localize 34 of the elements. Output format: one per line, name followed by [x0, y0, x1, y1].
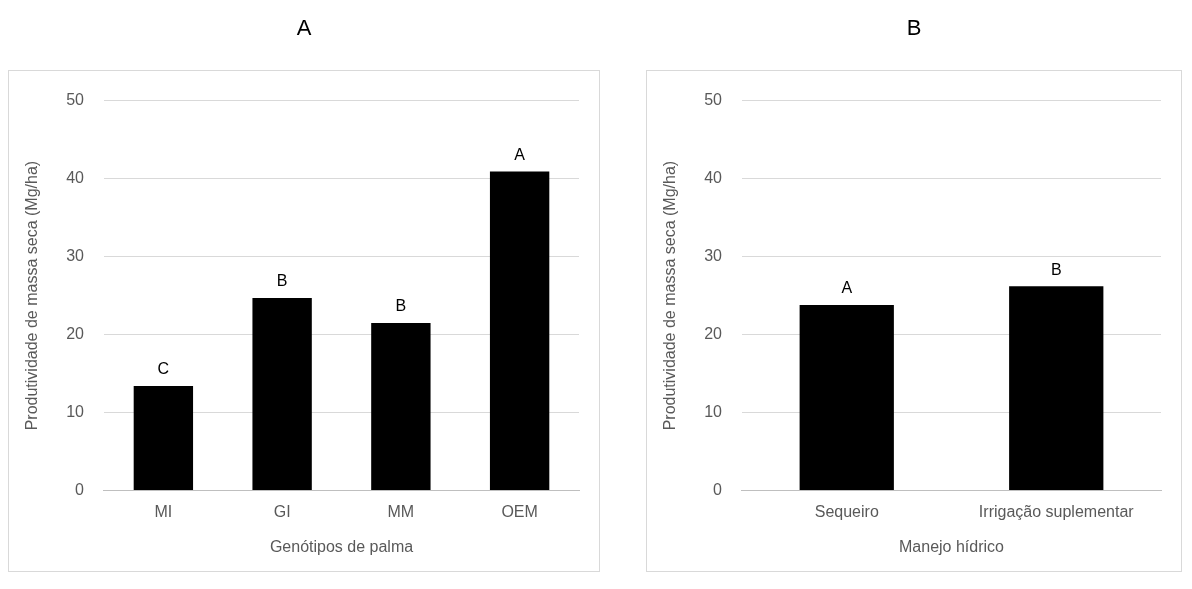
bar: [489, 171, 550, 491]
y-tick-label: 0: [75, 481, 85, 499]
y-tick-label: 50: [704, 91, 723, 109]
bar: [371, 322, 431, 491]
y-tick-label: 20: [66, 325, 85, 343]
y-tick-label: 0: [713, 481, 723, 499]
y-tick-label: 20: [704, 325, 723, 343]
x-tick-label: Irrigação suplementar: [978, 502, 1135, 520]
chart-title: A: [295, 14, 313, 42]
x-axis-title: Genótipos de palma: [269, 537, 414, 555]
annotation: B: [1050, 260, 1062, 278]
bar: [252, 297, 312, 491]
x-tick-label: MM: [387, 502, 415, 520]
y-axis-title: Produtividade de massa seca (Mg/ha): [661, 160, 679, 431]
annotation: A: [841, 279, 853, 297]
x-tick-label: OEM: [501, 502, 538, 520]
annotation: A: [514, 145, 526, 163]
x-tick-label: Sequeiro: [814, 502, 879, 520]
y-tick-label: 30: [66, 247, 85, 265]
annotation: C: [157, 360, 170, 378]
y-tick-label: 10: [66, 403, 85, 421]
y-tick-label: 40: [704, 169, 723, 187]
y-tick-label: 50: [66, 91, 85, 109]
annotation: B: [395, 297, 407, 315]
x-tick-label: GI: [273, 502, 291, 520]
y-tick-label: 10: [704, 403, 723, 421]
bar: [133, 386, 194, 491]
annotation: B: [276, 272, 288, 290]
y-axis-title: Produtividade de massa seca (Mg/ha): [23, 160, 41, 431]
chart-title: B: [905, 14, 923, 42]
y-tick-label: 40: [66, 169, 85, 187]
x-axis-title: Manejo hídrico: [899, 537, 1005, 555]
x-tick-label: MI: [154, 502, 173, 520]
y-tick-label: 30: [704, 247, 723, 265]
